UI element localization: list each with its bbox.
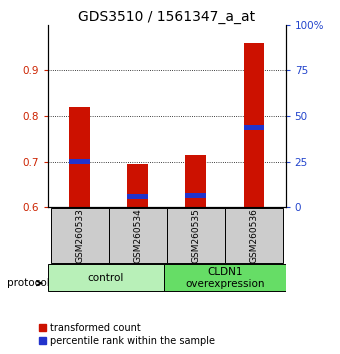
- Bar: [243, 43, 264, 207]
- Legend: transformed count, percentile rank within the sample: transformed count, percentile rank withi…: [39, 323, 215, 346]
- Bar: [128, 164, 148, 207]
- Bar: [69, 107, 90, 207]
- Text: CLDN1
overexpression: CLDN1 overexpression: [185, 267, 265, 289]
- FancyBboxPatch shape: [225, 208, 283, 263]
- Bar: [185, 155, 206, 207]
- Bar: [128, 194, 148, 199]
- Title: GDS3510 / 1561347_a_at: GDS3510 / 1561347_a_at: [78, 10, 255, 24]
- FancyBboxPatch shape: [164, 264, 286, 291]
- Text: GSM260535: GSM260535: [191, 208, 200, 263]
- Bar: [69, 159, 90, 164]
- Text: GSM260533: GSM260533: [75, 208, 84, 263]
- Bar: [243, 125, 264, 130]
- Text: GSM260536: GSM260536: [249, 208, 258, 263]
- Bar: [185, 193, 206, 198]
- FancyBboxPatch shape: [51, 208, 108, 263]
- FancyBboxPatch shape: [167, 208, 225, 263]
- Text: GSM260534: GSM260534: [133, 208, 142, 263]
- Text: control: control: [87, 273, 124, 283]
- FancyBboxPatch shape: [48, 264, 164, 291]
- Text: protocol: protocol: [7, 278, 50, 288]
- FancyBboxPatch shape: [108, 208, 167, 263]
